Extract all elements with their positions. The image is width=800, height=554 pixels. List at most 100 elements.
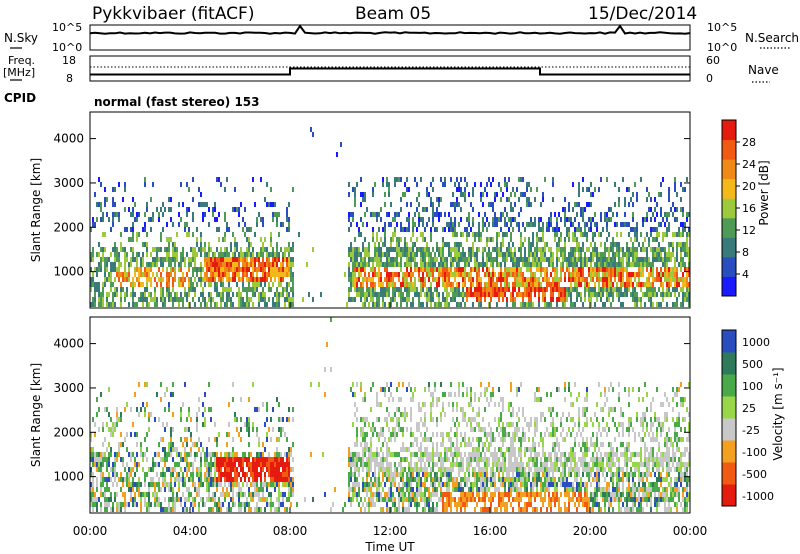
heatmap-cell [438, 247, 440, 252]
heatmap-cell [454, 207, 456, 212]
heatmap-cell [526, 257, 528, 262]
heatmap-cell [122, 272, 124, 277]
heatmap-cell [298, 232, 300, 237]
heatmap-cell [262, 222, 264, 227]
heatmap-cell [648, 282, 650, 287]
heatmap-cell [190, 502, 192, 507]
heatmap-cell [174, 247, 176, 252]
heatmap-cell [142, 467, 144, 472]
heatmap-cell [146, 507, 148, 512]
heatmap-cell [652, 287, 654, 292]
heatmap-cell [228, 297, 230, 302]
heatmap-cell [450, 227, 452, 232]
heatmap-cell [594, 242, 596, 247]
heatmap-cell [566, 227, 568, 232]
freq-label: Freq. [8, 54, 35, 67]
heatmap-cell [188, 277, 190, 282]
heatmap-cell [650, 302, 652, 307]
heatmap-cell [144, 287, 146, 292]
heatmap-cell [462, 257, 464, 262]
heatmap-cell [112, 222, 114, 227]
heatmap-cell [584, 252, 586, 257]
heatmap-cell [458, 292, 460, 297]
heatmap-cell [124, 247, 126, 252]
heatmap-cell [410, 257, 412, 262]
heatmap-cell [216, 287, 218, 292]
heatmap-cell [216, 302, 218, 307]
heatmap-cell [422, 217, 424, 222]
heatmap-cell [432, 207, 434, 212]
heatmap-cell [564, 297, 566, 302]
heatmap-cell [436, 197, 438, 202]
heatmap-cell [436, 452, 438, 457]
heatmap-cell [552, 182, 554, 187]
heatmap-cell [386, 452, 388, 457]
heatmap-cell [660, 192, 662, 197]
heatmap-cell [480, 232, 482, 237]
heatmap-cell [474, 267, 476, 272]
heatmap-cell [150, 282, 152, 287]
heatmap-cell [650, 292, 652, 297]
heatmap-cell [630, 292, 632, 297]
heatmap-cell [648, 237, 650, 242]
heatmap-cell [518, 197, 520, 202]
heatmap-cell [166, 292, 168, 297]
heatmap-cell [152, 182, 154, 187]
heatmap-cell [384, 267, 386, 272]
heatmap-cell [380, 292, 382, 297]
heatmap-cell [428, 502, 430, 507]
heatmap-cell [538, 292, 540, 297]
heatmap-cell [198, 267, 200, 272]
heatmap-cell [402, 482, 404, 487]
heatmap-cell [270, 492, 272, 497]
heatmap-cell [130, 262, 132, 267]
heatmap-cell [108, 442, 110, 447]
heatmap-cell [416, 482, 418, 487]
heatmap-cell [662, 217, 664, 222]
heatmap-cell [632, 242, 634, 247]
heatmap-cell [364, 302, 366, 307]
heatmap-cell [158, 462, 160, 467]
heatmap-cell [348, 462, 350, 467]
heatmap-cell [222, 282, 224, 287]
heatmap-cell [116, 502, 118, 507]
heatmap-cell [152, 212, 154, 217]
heatmap-cell [176, 497, 178, 502]
heatmap-cell [532, 242, 534, 247]
heatmap-cell [674, 267, 676, 272]
heatmap-cell [654, 277, 656, 282]
heatmap-cell [124, 492, 126, 497]
heatmap-cell [384, 237, 386, 242]
heatmap-cell [600, 232, 602, 237]
heatmap-cell [216, 482, 218, 487]
heatmap-cell [248, 427, 250, 432]
heatmap-cell [204, 202, 206, 207]
heatmap-cell [210, 302, 212, 307]
heatmap-cell [160, 437, 162, 442]
heatmap-cell [656, 227, 658, 232]
heatmap-cell [144, 482, 146, 487]
heatmap-cell [210, 297, 212, 302]
heatmap-cell [470, 227, 472, 232]
heatmap-cell [426, 302, 428, 307]
heatmap-cell [160, 287, 162, 292]
heatmap-cell [530, 222, 532, 227]
heatmap-cell [484, 287, 486, 292]
heatmap-cell [216, 262, 218, 267]
heatmap-cell [172, 487, 174, 492]
heatmap-cell [584, 227, 586, 232]
heatmap-cell [608, 277, 610, 282]
heatmap-cell [364, 292, 366, 297]
heatmap-cell [410, 287, 412, 292]
heatmap-cell [634, 292, 636, 297]
heatmap-cell [280, 222, 282, 227]
heatmap-cell [522, 297, 524, 302]
heatmap-cell [116, 267, 118, 272]
heatmap-cell [652, 257, 654, 262]
heatmap-cell [560, 252, 562, 257]
heatmap-cell [190, 432, 192, 437]
heatmap-cell [112, 262, 114, 267]
heatmap-cell [110, 417, 112, 422]
heatmap-cell [226, 302, 228, 307]
